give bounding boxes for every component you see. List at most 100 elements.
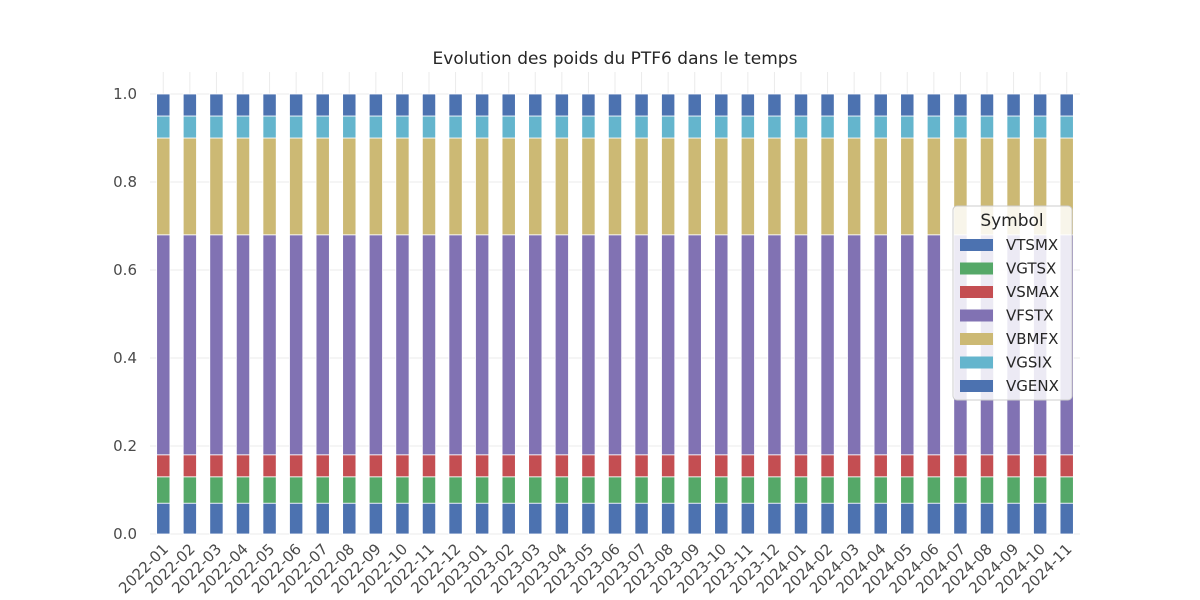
bar-segment-vsmax-2022-12: [448, 454, 463, 478]
legend-label-vgsix: VGSIX: [1006, 354, 1052, 372]
bar-segment-vsmax-2024-05: [900, 454, 915, 478]
bar-segment-vgenx-2022-02: [182, 93, 197, 117]
bar-segment-vfstx-2022-11: [421, 234, 437, 456]
bar-segment-vgenx-2023-04: [554, 93, 569, 117]
bar-segment-vtsmx-2022-09: [368, 502, 383, 535]
bar-segment-vbmfx-2024-06: [926, 137, 941, 236]
bar-segment-vgenx-2023-02: [501, 93, 516, 117]
bar-segment-vtsmx-2024-01: [793, 502, 809, 535]
bar-segment-vgenx-2024-01: [793, 93, 809, 117]
legend-label-vgenx: VGENX: [1006, 377, 1059, 395]
bar-segment-vgtsx-2023-06: [607, 476, 623, 504]
bar-segment-vtsmx-2024-02: [820, 502, 835, 535]
bar-segment-vbmfx-2023-11: [740, 137, 755, 236]
bar-segment-vgtsx-2023-01: [475, 476, 490, 504]
bar-segment-vgenx-2023-03: [528, 93, 543, 117]
bar-segment-vfstx-2023-05: [581, 234, 596, 456]
bar-segment-vbmfx-2024-01: [793, 137, 809, 236]
bar-segment-vfstx-2023-12: [767, 234, 782, 456]
bar-segment-vbmfx-2022-09: [368, 137, 383, 236]
bar-segment-vgenx-2023-10: [714, 93, 729, 117]
bar-segment-vgtsx-2023-07: [634, 476, 649, 504]
bar-segment-vtsmx-2023-03: [528, 502, 543, 535]
bar-segment-vgtsx-2024-07: [953, 476, 968, 504]
y-tick-label: 0.4: [113, 349, 137, 367]
bar-segment-vfstx-2023-09: [687, 234, 702, 456]
legend-swatch-vtsmx: [960, 239, 993, 251]
bar-segment-vgtsx-2023-04: [554, 476, 569, 504]
bar-segment-vfstx-2023-07: [634, 234, 649, 456]
y-tick-label: 0.8: [113, 173, 137, 191]
bar-segment-vgenx-2023-12: [767, 93, 782, 117]
bar-segment-vbmfx-2022-04: [235, 137, 251, 236]
bar-segment-vgtsx-2023-09: [687, 476, 702, 504]
bar-segment-vfstx-2022-05: [262, 234, 277, 456]
bar-segment-vsmax-2024-03: [847, 454, 862, 478]
bar-segment-vsmax-2024-11: [1059, 454, 1074, 478]
bar-segment-vgsix-2024-02: [820, 115, 835, 139]
legend-title: Symbol: [980, 211, 1043, 231]
bar-segment-vgsix-2023-08: [661, 115, 676, 139]
bar-segment-vgenx-2023-09: [687, 93, 702, 117]
bar-segment-vgtsx-2024-01: [793, 476, 809, 504]
bar-segment-vgsix-2023-07: [634, 115, 649, 139]
bar-segment-vgsix-2023-09: [687, 115, 702, 139]
bar-segment-vgsix-2024-09: [1006, 115, 1021, 139]
bar-segment-vbmfx-2023-10: [714, 137, 729, 236]
bar-segment-vtsmx-2022-11: [421, 502, 437, 535]
legend-box: [952, 205, 1073, 401]
bar-segment-vsmax-2022-04: [235, 454, 251, 478]
bar-segment-vgtsx-2022-01: [156, 476, 171, 504]
bar-segment-vbmfx-2023-09: [687, 137, 702, 236]
bar-segment-vgsix-2022-06: [289, 115, 304, 139]
bar-segment-vgsix-2024-08: [979, 115, 995, 139]
bar-segment-vsmax-2022-02: [182, 454, 197, 478]
bar-segment-vsmax-2024-09: [1006, 454, 1021, 478]
bar-segment-vfstx-2022-08: [342, 234, 357, 456]
bar-segment-vtsmx-2023-10: [714, 502, 729, 535]
bar-segment-vsmax-2023-02: [501, 454, 516, 478]
bar-segment-vgsix-2022-03: [209, 115, 224, 139]
y-tick-label: 0.2: [113, 437, 137, 455]
bar-segment-vbmfx-2023-12: [767, 137, 782, 236]
bar-segment-vgsix-2023-03: [528, 115, 543, 139]
bar-segment-vgtsx-2024-04: [873, 476, 888, 504]
bar-segment-vgenx-2023-07: [634, 93, 649, 117]
bar-segment-vgtsx-2022-12: [448, 476, 463, 504]
bar-segment-vgsix-2023-06: [607, 115, 623, 139]
bar-segment-vbmfx-2023-03: [528, 137, 543, 236]
bar-segment-vtsmx-2022-04: [235, 502, 251, 535]
legend-label-vfstx: VFSTX: [1006, 307, 1054, 325]
bar-segment-vgtsx-2023-08: [661, 476, 676, 504]
bar-segment-vbmfx-2024-04: [873, 137, 888, 236]
bar-segment-vsmax-2023-05: [581, 454, 596, 478]
bar-segment-vbmfx-2022-03: [209, 137, 224, 236]
bar-segment-vsmax-2023-11: [740, 454, 755, 478]
bar-segment-vtsmx-2024-07: [953, 502, 968, 535]
bar-segment-vfstx-2023-10: [714, 234, 729, 456]
bar-segment-vfstx-2022-01: [156, 234, 171, 456]
bar-segment-vgtsx-2024-06: [926, 476, 941, 504]
bar-segment-vsmax-2022-05: [262, 454, 277, 478]
chart-title: Evolution des poids du PTF6 dans le temp…: [433, 49, 798, 69]
legend-label-vbmfx: VBMFX: [1006, 330, 1058, 348]
bar-segment-vgenx-2024-07: [953, 93, 968, 117]
bar-segment-vfstx-2024-01: [793, 234, 809, 456]
bar-segment-vtsmx-2023-09: [687, 502, 702, 535]
bar-segment-vsmax-2022-06: [289, 454, 304, 478]
bar-segment-vbmfx-2023-08: [661, 137, 676, 236]
bar-segment-vgtsx-2022-09: [368, 476, 383, 504]
bar-segment-vtsmx-2024-03: [847, 502, 862, 535]
legend-label-vtsmx: VTSMX: [1006, 236, 1058, 254]
bar-segment-vgsix-2024-10: [1033, 115, 1048, 139]
bar-segment-vgtsx-2024-10: [1033, 476, 1048, 504]
bar-segment-vgenx-2022-05: [262, 93, 277, 117]
bar-segment-vsmax-2023-01: [475, 454, 490, 478]
bar-segment-vgenx-2024-11: [1059, 93, 1074, 117]
bar-segment-vbmfx-2023-07: [634, 137, 649, 236]
bar-segment-vfstx-2022-10: [395, 234, 410, 456]
bar-segment-vgsix-2022-04: [235, 115, 251, 139]
bar-segment-vtsmx-2022-10: [395, 502, 410, 535]
bar-segment-vfstx-2022-07: [315, 234, 330, 456]
bar-segment-vtsmx-2023-02: [501, 502, 516, 535]
